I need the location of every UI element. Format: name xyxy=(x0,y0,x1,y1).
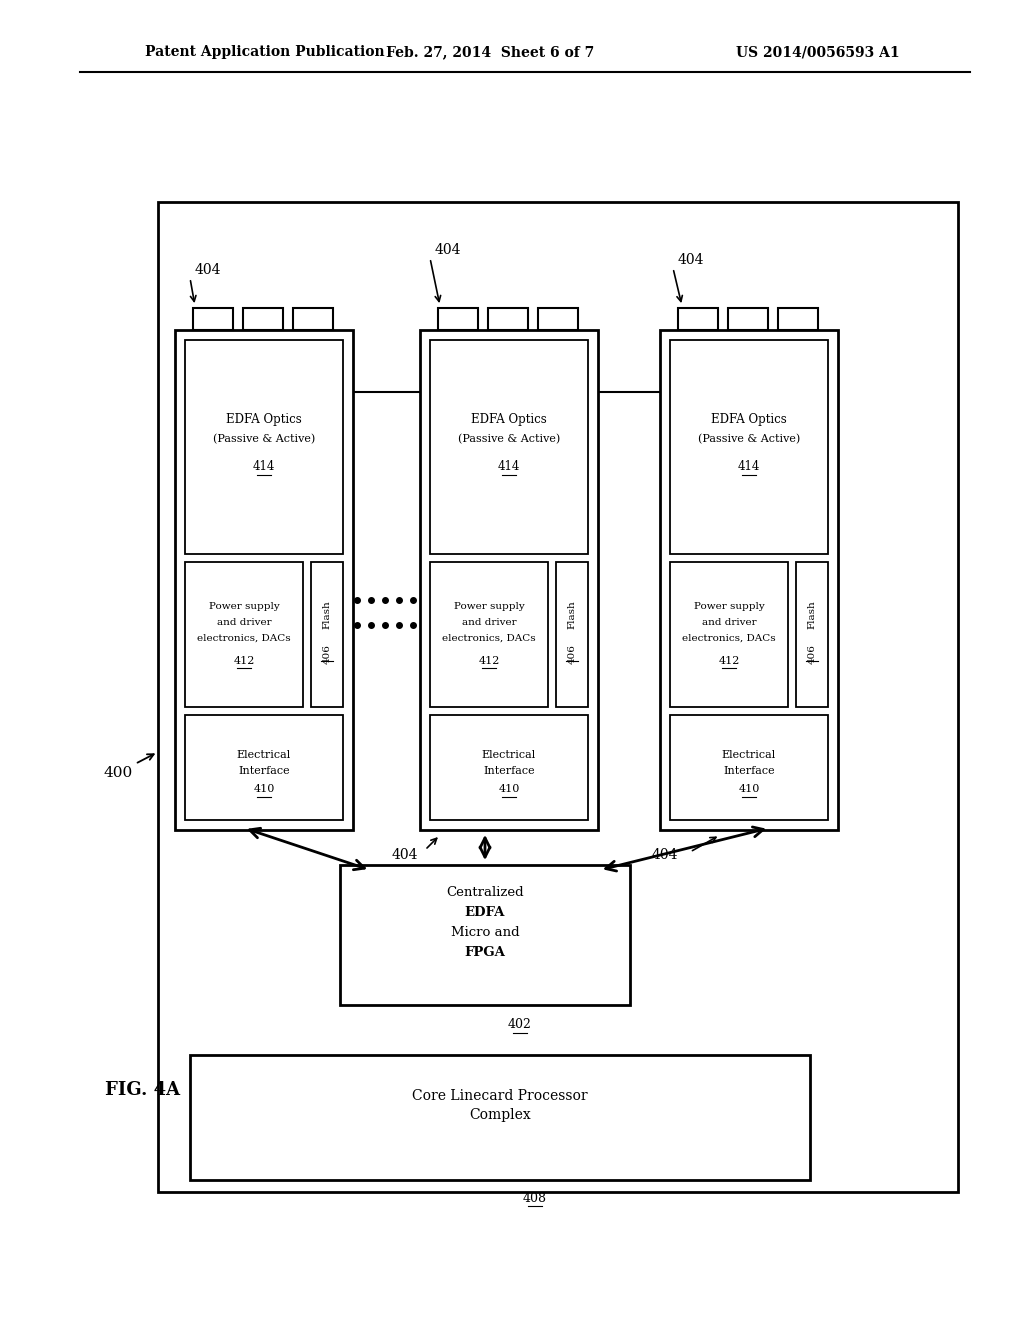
Bar xyxy=(670,562,788,708)
Text: Electrical: Electrical xyxy=(722,751,776,760)
Text: Power supply: Power supply xyxy=(693,602,764,611)
Text: 412: 412 xyxy=(718,656,739,665)
Text: Interface: Interface xyxy=(483,767,535,776)
Text: 404: 404 xyxy=(678,253,705,267)
Text: Interface: Interface xyxy=(723,767,775,776)
Text: 406: 406 xyxy=(567,644,577,664)
Text: Flash: Flash xyxy=(567,601,577,628)
Text: Flash: Flash xyxy=(808,601,816,628)
Text: 406: 406 xyxy=(808,644,816,664)
Text: electronics, DACs: electronics, DACs xyxy=(682,634,776,643)
Text: Power supply: Power supply xyxy=(454,602,524,611)
Text: Centralized: Centralized xyxy=(446,887,524,899)
Bar xyxy=(556,562,588,708)
Text: (Passive & Active): (Passive & Active) xyxy=(213,434,315,444)
Bar xyxy=(185,715,343,820)
Text: (Passive & Active): (Passive & Active) xyxy=(458,434,560,444)
Text: Core Linecard Processor: Core Linecard Processor xyxy=(413,1089,588,1102)
Text: 410: 410 xyxy=(253,784,274,795)
Text: Power supply: Power supply xyxy=(209,602,280,611)
Bar xyxy=(185,562,303,708)
Text: EDFA Optics: EDFA Optics xyxy=(226,412,302,425)
Text: 414: 414 xyxy=(498,461,520,474)
Text: 410: 410 xyxy=(499,784,520,795)
Text: EDFA Optics: EDFA Optics xyxy=(471,412,547,425)
Text: Interface: Interface xyxy=(239,767,290,776)
Bar xyxy=(778,308,818,330)
Bar xyxy=(670,715,828,820)
Text: 412: 412 xyxy=(233,656,255,665)
Text: and driver: and driver xyxy=(462,618,516,627)
Bar xyxy=(293,308,333,330)
Text: 404: 404 xyxy=(435,243,462,257)
Text: Feb. 27, 2014  Sheet 6 of 7: Feb. 27, 2014 Sheet 6 of 7 xyxy=(386,45,594,59)
Text: 412: 412 xyxy=(478,656,500,665)
Bar xyxy=(488,308,528,330)
Bar xyxy=(185,341,343,554)
Bar xyxy=(420,330,598,830)
Text: 404: 404 xyxy=(392,847,418,862)
Text: 404: 404 xyxy=(651,847,678,862)
Bar xyxy=(430,562,548,708)
Bar xyxy=(438,308,478,330)
Text: 404: 404 xyxy=(195,263,221,277)
Bar xyxy=(193,308,233,330)
Bar xyxy=(340,865,630,1005)
Text: and driver: and driver xyxy=(217,618,271,627)
Bar xyxy=(190,1055,810,1180)
Text: Flash: Flash xyxy=(323,601,332,628)
Text: 414: 414 xyxy=(738,461,760,474)
Text: Micro and: Micro and xyxy=(451,927,519,940)
Bar xyxy=(430,341,588,554)
Bar xyxy=(660,330,838,830)
Bar xyxy=(158,202,958,1192)
Bar xyxy=(430,715,588,820)
Text: Electrical: Electrical xyxy=(482,751,537,760)
Text: US 2014/0056593 A1: US 2014/0056593 A1 xyxy=(736,45,900,59)
Text: (Passive & Active): (Passive & Active) xyxy=(698,434,800,444)
Text: Electrical: Electrical xyxy=(237,751,291,760)
Text: 408: 408 xyxy=(523,1192,547,1204)
Bar xyxy=(796,562,828,708)
Text: Complex: Complex xyxy=(469,1109,530,1122)
Text: 400: 400 xyxy=(103,754,154,780)
Bar xyxy=(311,562,343,708)
Text: FPGA: FPGA xyxy=(465,946,506,960)
Bar xyxy=(728,308,768,330)
Bar xyxy=(678,308,718,330)
Text: and driver: and driver xyxy=(701,618,757,627)
Text: 410: 410 xyxy=(738,784,760,795)
Text: 414: 414 xyxy=(253,461,275,474)
Text: EDFA Optics: EDFA Optics xyxy=(711,412,786,425)
Text: EDFA: EDFA xyxy=(465,907,505,920)
Text: FIG. 4A: FIG. 4A xyxy=(105,1081,180,1100)
Text: Patent Application Publication: Patent Application Publication xyxy=(145,45,385,59)
Bar xyxy=(670,341,828,554)
Bar xyxy=(538,308,578,330)
Bar xyxy=(175,330,353,830)
Text: 406: 406 xyxy=(323,644,332,664)
Bar xyxy=(243,308,283,330)
Text: electronics, DACs: electronics, DACs xyxy=(442,634,536,643)
Text: 402: 402 xyxy=(508,1019,531,1031)
Text: electronics, DACs: electronics, DACs xyxy=(198,634,291,643)
